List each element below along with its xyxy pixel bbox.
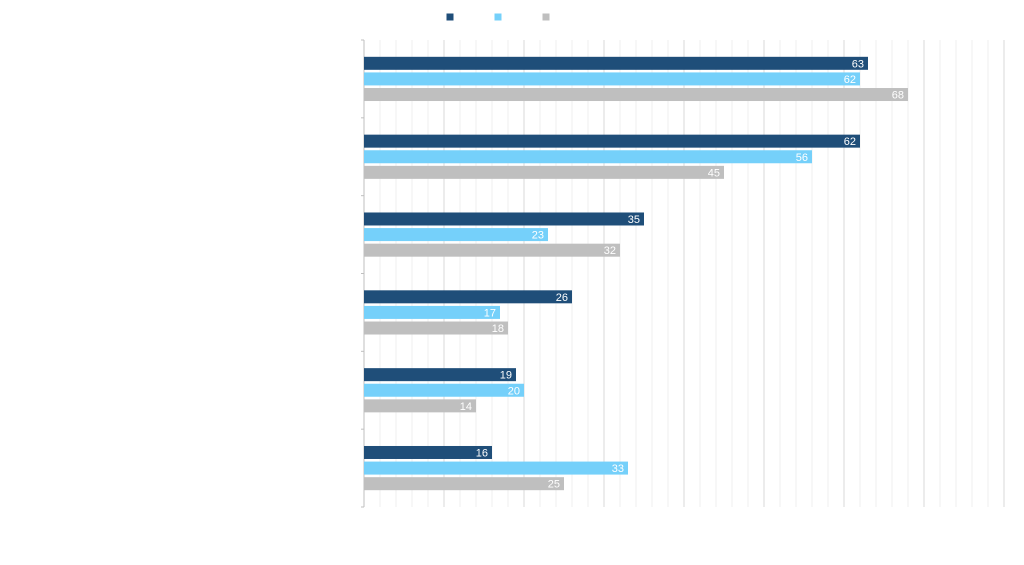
data-label: 62 [844,74,856,86]
data-label: 56 [796,152,808,164]
bar [364,72,860,86]
legend-marker [446,13,454,21]
legend-marker [542,13,550,21]
legend-marker [494,13,502,21]
bar [364,228,548,242]
data-label: 14 [460,401,472,413]
bar [364,290,572,304]
data-label: 35 [628,214,640,226]
data-label: 23 [532,230,544,242]
data-label: 63 [852,58,864,70]
legend [446,13,550,21]
bar [364,212,644,226]
data-label: 68 [892,90,904,102]
bar [364,134,860,148]
bar [364,321,508,335]
bar [364,150,812,164]
grid-lines [379,40,1005,507]
data-label: 26 [556,292,568,304]
category-axis [361,39,365,508]
data-label: 16 [476,447,488,459]
bars-group [364,56,908,491]
bar [364,445,492,459]
bar [364,383,524,397]
data-labels-group: 63 62 68 62 56 45 35 23 32 26 17 18 19 20 14 16 33 25 [460,58,904,490]
data-label: 62 [844,136,856,148]
bar [364,368,516,382]
data-label: 18 [492,323,504,335]
data-label: 32 [604,245,616,257]
data-label: 20 [508,385,520,397]
data-label: 19 [500,370,512,382]
bar [364,56,868,70]
bar [364,477,564,491]
bar [364,165,724,179]
bar [364,243,620,257]
data-label: 33 [612,463,624,475]
data-label: 45 [708,167,720,179]
data-label: 25 [548,479,560,491]
data-label: 17 [484,307,496,319]
bar [364,461,628,475]
bar [364,399,476,413]
bar [364,305,500,319]
bar [364,88,908,102]
